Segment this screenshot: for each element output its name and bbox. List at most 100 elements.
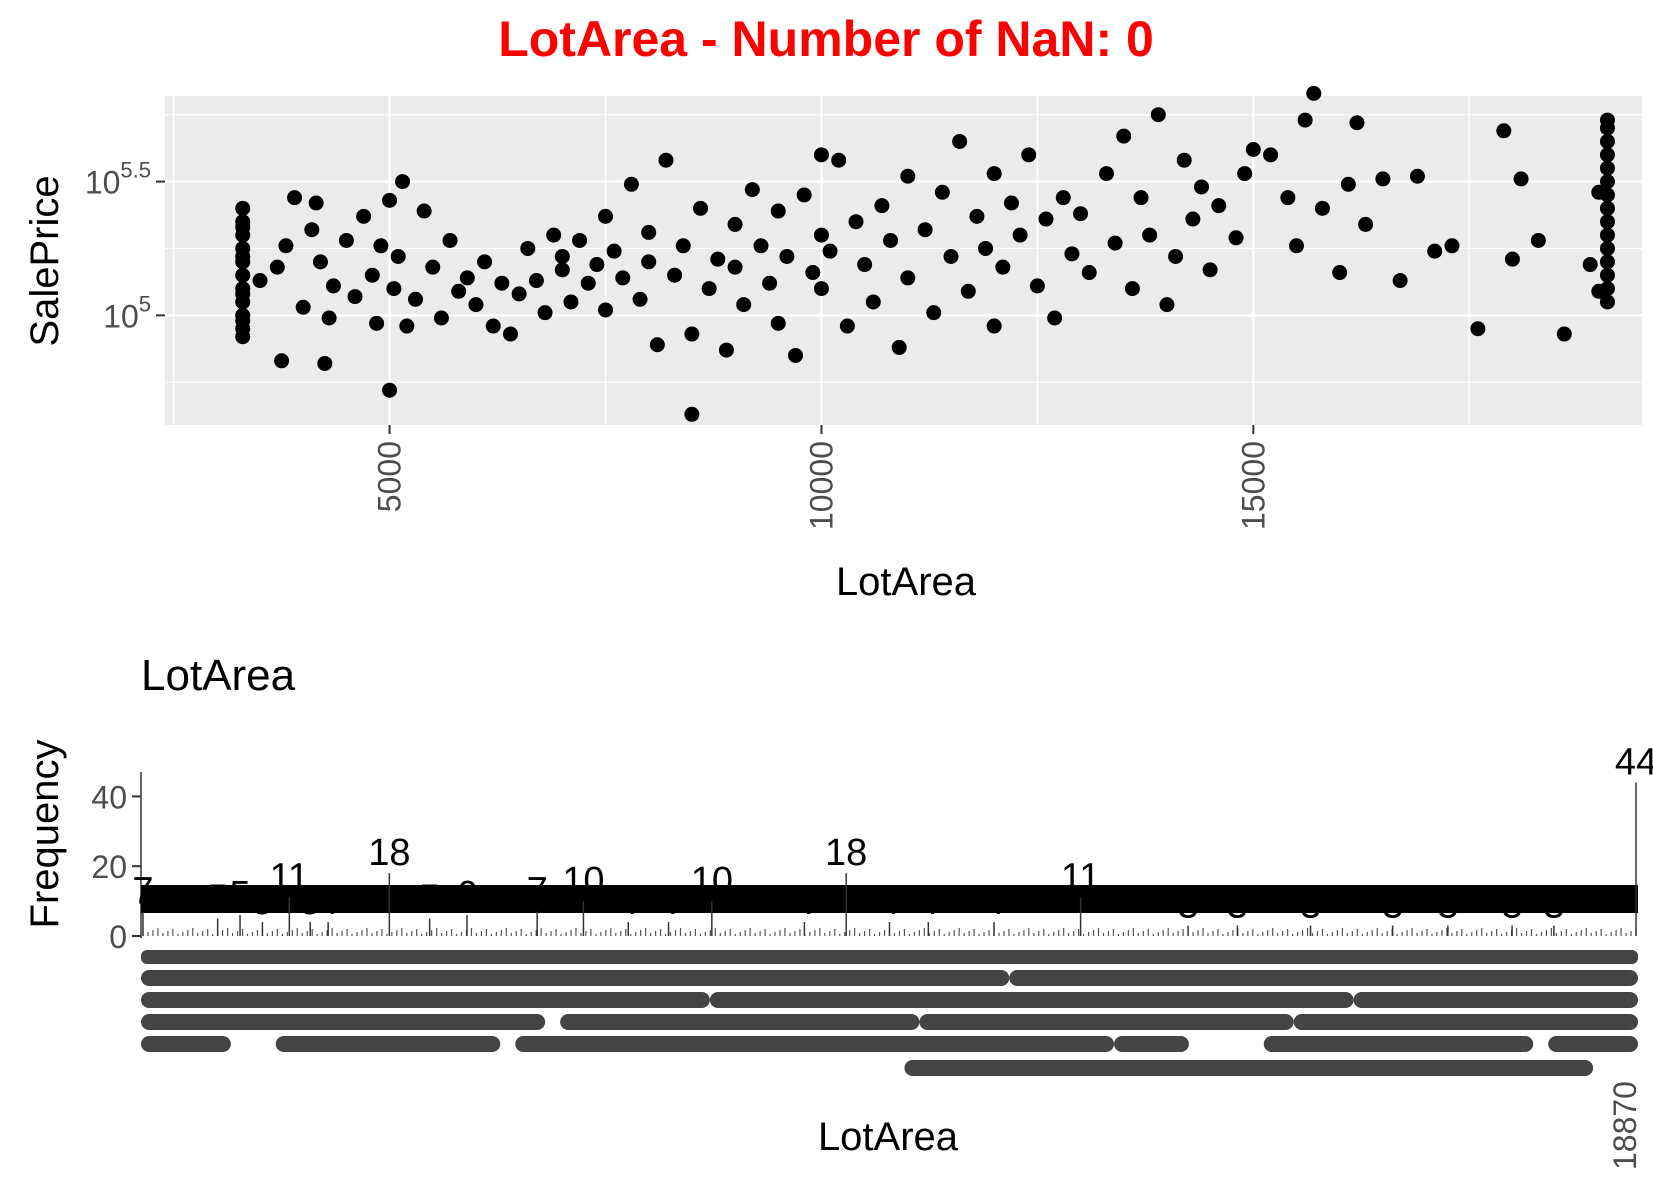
frequency-x-tick-band [1293,1014,1638,1030]
frequency-x-tick-band [515,1036,1115,1052]
scatter-point [1599,174,1615,190]
scatter-point [1409,168,1425,184]
scatter-point [1599,160,1615,176]
scatter-plot: 5000 10000 15000 105 105.5 LotArea SalePric… [23,85,1642,604]
scatter-point [813,227,829,243]
scatter-point [312,254,328,270]
scatter-x-tick-label: 5000 [372,441,408,512]
scatter-point [1021,147,1037,163]
scatter-point [978,240,994,256]
frequency-y-tick-label: 0 [109,919,127,955]
frequency-bar-label: 10 [562,860,604,902]
scatter-point [321,310,337,326]
scatter-y-ticks: 105 105.5 [85,158,165,334]
scatter-point [1530,232,1546,248]
scatter-point [1306,85,1322,101]
scatter-point [1073,206,1089,222]
scatter-point [1133,190,1149,206]
scatter-point [364,267,380,283]
scatter-point [1599,133,1615,149]
frequency-bar-label: 3 [1437,885,1458,927]
scatter-point [1332,265,1348,281]
scatter-point [926,305,942,321]
frequency-x-tick-band [1009,970,1638,986]
scatter-point [1228,230,1244,246]
scatter-point [1470,321,1486,337]
scatter-point [1263,147,1279,163]
scatter-point [831,152,847,168]
scatter-point [580,275,596,291]
frequency-bar-label: 4 [794,881,815,923]
frequency-x-tick-band [1114,1036,1189,1052]
scatter-point [684,406,700,422]
frequency-y-tick-label: 40 [91,779,127,815]
frequency-y-tick-label: 20 [91,849,127,885]
scatter-point [857,257,873,273]
scatter-point [675,238,691,254]
frequency-bar-label: 4 [879,881,900,923]
frequency-x-tick-band [141,992,710,1008]
scatter-point [788,347,804,363]
scatter-point [477,254,493,270]
scatter-point [623,176,639,192]
scatter-point [407,291,423,307]
scatter-point [235,219,251,235]
scatter-point [1185,211,1201,227]
scatter-point [934,184,950,200]
scatter-point [1599,147,1615,163]
scatter-point [395,174,411,190]
scatter-point [952,133,968,149]
scatter-point [1599,187,1615,203]
scatter-point [1237,166,1253,182]
scatter-point [865,294,881,310]
scatter-point [278,238,294,254]
scatter-point [883,232,899,248]
scatter-point [537,305,553,321]
scatter-point [459,270,475,286]
scatter-point [1012,227,1028,243]
scatter-point [1496,123,1512,139]
frequency-bar-label: 4 [983,881,1004,923]
frequency-bar-label: 7 [132,871,153,913]
scatter-point [399,318,415,334]
scatter-point [667,267,683,283]
scatter-point [1582,257,1598,273]
frequency-plot-title: LotArea [141,651,296,700]
frequency-bar-label: 11 [270,857,309,899]
scatter-point [1599,112,1615,128]
scatter-point [900,168,916,184]
scatter-point [606,243,622,259]
scatter-point [1599,200,1615,216]
scatter-point [1504,251,1520,267]
frequency-x-tick-band [904,1060,1594,1076]
scatter-point [1003,195,1019,211]
scatter-x-tick-label: 15000 [1235,441,1271,530]
frequency-bar-label: 6 [456,874,477,916]
scatter-point [356,208,372,224]
frequency-x-tick-band [141,970,1010,986]
scatter-point [433,310,449,326]
scatter-point [235,200,251,216]
scatter-point [1142,227,1158,243]
scatter-point [528,273,544,289]
scatter-point [317,355,333,371]
scatter-point [1107,235,1123,251]
scatter-point [598,302,614,318]
scatter-point [295,299,311,315]
frequency-x-tick-band [1353,992,1638,1008]
scatter-point [770,315,786,331]
scatter-point [986,166,1002,182]
scatter-point [269,259,285,275]
frequency-x-tick-band [1548,1036,1638,1052]
scatter-point [1599,281,1615,297]
scatter-point [995,259,1011,275]
scatter-points [235,85,1615,422]
scatter-point [369,315,385,331]
scatter-point [822,243,838,259]
scatter-point [1047,310,1063,326]
frequency-bar-label: 18 [368,832,410,874]
frequency-x-tick-band [275,1036,501,1052]
scatter-point [451,283,467,299]
scatter-point [1193,179,1209,195]
scatter-point [442,232,458,248]
